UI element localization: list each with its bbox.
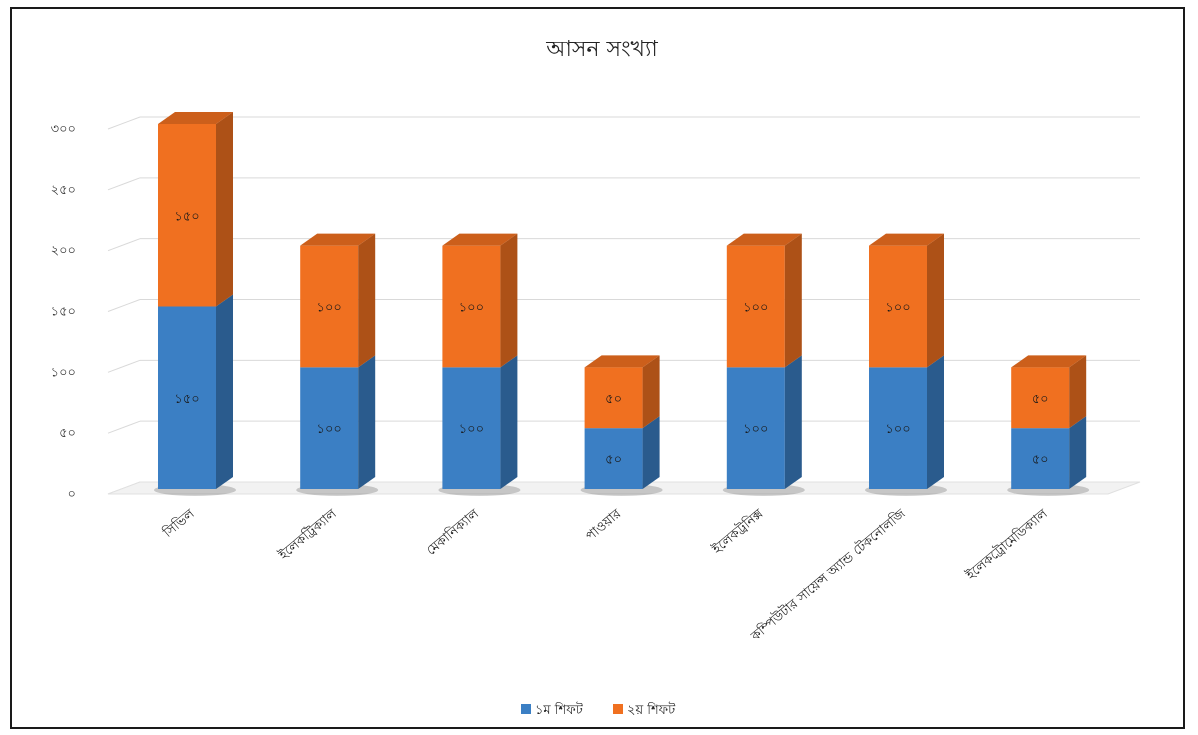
data-label: ১০০ [459, 301, 484, 316]
y-tick-label: ২০০ [51, 244, 76, 259]
bar-stack: ১০০ ১০০ [865, 233, 947, 496]
bar-segment-front [158, 306, 216, 489]
bar-stack: ৫০ ৫০ [1007, 355, 1090, 496]
bar-segment-side [1069, 416, 1087, 489]
data-label: ৫০ [605, 392, 622, 407]
gridline-diagonal [107, 116, 141, 130]
bar-segment-side [927, 355, 944, 489]
legend-label: ২য় শিফট [627, 702, 676, 718]
bar-segment-side [500, 355, 518, 489]
data-label: ৫০ [605, 453, 622, 468]
bar-segment-top [869, 233, 944, 246]
bar-segment-front [869, 367, 927, 489]
bar-segment-front [584, 367, 643, 429]
category-label: ইলেকট্রিক্যাল [275, 506, 340, 564]
y-axis: ০ ৫০ ১০০ ১৫০ ২০০ ২৫০ ৩০০ [51, 122, 76, 502]
data-label: ৫০ [1032, 392, 1049, 407]
data-label: ১০০ [317, 301, 342, 316]
gridline-diagonal [107, 359, 141, 373]
legend-swatch [613, 704, 623, 714]
bar-segment-side [216, 112, 233, 307]
bar-segment-side [927, 233, 944, 368]
bar-segment-front [442, 245, 501, 368]
data-label: ১৫০ [174, 392, 199, 407]
bar-segment-side [784, 233, 802, 368]
bar-segment-front [869, 245, 927, 368]
data-label: ১০০ [317, 422, 342, 437]
bar-stack: ১০০ ১০০ [296, 233, 379, 496]
legend-swatch [521, 704, 531, 714]
y-tick-label: ১৫০ [51, 305, 76, 320]
bar-stack: ১৫০ ১৫০ [154, 112, 236, 496]
legend: ১ম শিফট ২য় শিফট [521, 702, 676, 718]
bar-segment-top [158, 112, 233, 124]
data-label: ১০০ [459, 422, 484, 437]
data-label: ৫০ [1032, 453, 1049, 468]
category-label: ইলেকট্রোমেডিক্যাল [962, 506, 1051, 584]
data-label: ১০০ [743, 301, 768, 316]
y-tick-label: ২৫০ [51, 183, 76, 198]
bar-segment-front [300, 367, 359, 489]
bar-segment-top [300, 233, 376, 246]
gridline-diagonal [107, 177, 141, 191]
y-tick-label: ৩০০ [51, 122, 76, 137]
bar-segment-front [726, 245, 785, 368]
bar-segment-side [642, 416, 660, 489]
legend-label: ১ম শিফট [535, 702, 584, 718]
category-label: পাওয়ার [583, 506, 625, 544]
category-label: মেকানিক্যাল [423, 506, 482, 559]
x-axis-labels: সিভিল ইলেকট্রিক্যাল মেকানিক্যাল পাওয়ার ইলেক… [159, 506, 1051, 645]
chart-title: আসন সংখ্যা [545, 37, 658, 62]
bar-segment-side [358, 233, 376, 368]
bar-stack: ৫০ ৫০ [580, 355, 663, 496]
bar-segment-front [442, 367, 501, 489]
bar-segment-side [500, 233, 518, 368]
y-tick-label: ৫০ [59, 426, 76, 441]
bar-segment-front [1011, 367, 1070, 429]
bar-segment-side [642, 355, 660, 429]
bar-segment-top [1011, 355, 1087, 368]
bar-segment-side [784, 355, 802, 489]
data-label: ১০০ [885, 301, 910, 316]
bar-segment-top [584, 355, 660, 368]
category-label: সিভিল [159, 506, 197, 542]
bar-segment-front [726, 367, 785, 489]
bar-segment-front [158, 124, 216, 307]
y-tick-label: ০ [68, 487, 76, 502]
bar-stack: ১০০ ১০০ [438, 233, 521, 496]
data-label: ১০০ [743, 422, 768, 437]
gridline-diagonal [107, 420, 141, 434]
bar-segment-front [1011, 428, 1070, 489]
gridline-diagonal [107, 238, 141, 252]
category-label: কম্পিউটার সায়েন্স অ্যান্ড টেকনোলজি [747, 506, 909, 645]
bar-segment-top [442, 233, 518, 246]
bar-segment-side [216, 294, 233, 489]
bar-segment-side [358, 355, 376, 489]
chart-frame: আসন সংখ্যা ০ ৫০ ১০০ ১৫০ ২০০ ২৫০ ৩০০ ১৫০ ১৫০ ১০০ ১… [10, 7, 1185, 729]
data-label: ১৫০ [174, 209, 199, 224]
gridline-diagonal [107, 299, 141, 312]
y-tick-label: ১০০ [51, 365, 76, 380]
bars: ১৫০ ১৫০ ১০০ ১০০ ১০০ ১০০ ৫০ ৫০ ১০০ ১০০ ১০০ ১০০ ৫০ ৫০ [154, 112, 1090, 496]
bar-stack: ১০০ ১০০ [722, 233, 805, 496]
bar-segment-front [584, 428, 643, 489]
bar-segment-top [726, 233, 802, 246]
category-label: ইলেকট্রনিক্স [709, 506, 767, 558]
data-label: ১০০ [885, 422, 910, 437]
bar-segment-side [1069, 355, 1087, 429]
bar-segment-front [300, 245, 359, 368]
